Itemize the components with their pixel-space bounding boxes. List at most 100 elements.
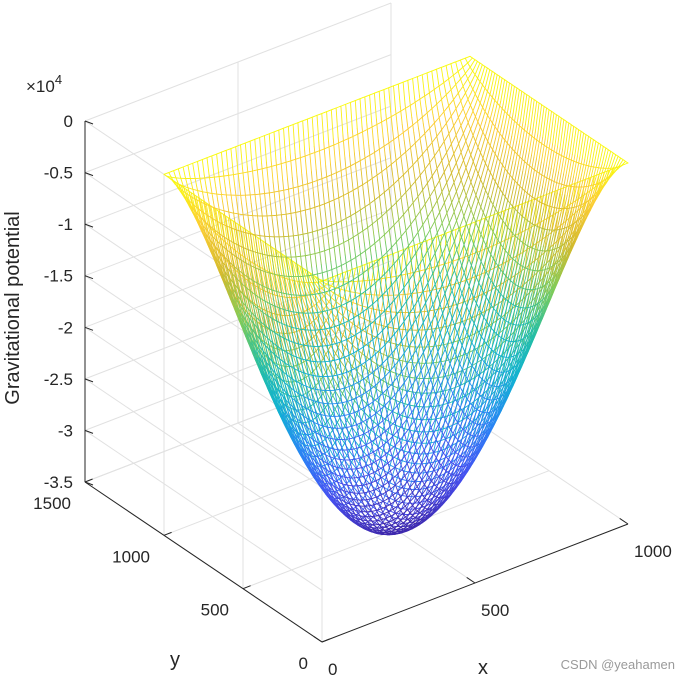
mesh-segment	[411, 377, 417, 379]
mesh-segment	[465, 212, 471, 225]
mesh-segment	[568, 154, 573, 177]
mesh-segment	[445, 440, 449, 445]
mesh-segment	[444, 173, 448, 184]
mesh-segment	[497, 386, 501, 396]
mesh-segment	[431, 299, 435, 309]
mesh-segment	[499, 346, 505, 360]
mesh-segment	[525, 300, 529, 313]
mesh-segment	[484, 366, 490, 379]
mesh-segment	[568, 233, 574, 247]
mesh-segment	[565, 195, 571, 214]
mesh-segment	[544, 298, 550, 310]
mesh-segment	[510, 320, 515, 335]
mesh-segment	[551, 244, 557, 261]
mesh-segment	[499, 371, 505, 384]
mesh-segment	[490, 383, 496, 395]
mesh-segment	[520, 292, 525, 308]
mesh-segment	[528, 305, 534, 320]
mesh-segment	[435, 391, 441, 393]
mesh-segment	[517, 344, 522, 357]
mesh-segment	[511, 163, 516, 184]
mesh-segment	[506, 251, 509, 255]
mesh-segment	[425, 206, 429, 218]
mesh-segment	[600, 164, 605, 178]
mesh-segment	[623, 162, 629, 165]
mesh-segment	[587, 161, 593, 180]
mesh-segment	[569, 125, 575, 154]
mesh-segment	[579, 132, 585, 159]
mesh-segment	[491, 181, 496, 197]
mesh-segment	[599, 145, 604, 165]
mesh-segment	[478, 402, 484, 415]
mesh-segment	[489, 157, 495, 174]
mesh-segment	[492, 150, 496, 155]
mesh-segment	[496, 156, 500, 161]
mesh-segment	[475, 401, 479, 413]
mesh-segment	[544, 109, 550, 140]
mesh-segment	[501, 210, 505, 238]
mesh-segment	[582, 160, 588, 180]
mesh-segment	[596, 144, 602, 164]
mesh-segment	[484, 319, 488, 324]
mesh-segment	[524, 277, 529, 294]
mesh-segment	[531, 334, 535, 339]
mesh-segment	[530, 181, 536, 203]
mesh-segment	[516, 359, 522, 371]
mesh-segment	[496, 358, 501, 372]
mesh-segment	[490, 265, 496, 281]
mesh-segment	[505, 359, 511, 373]
mesh-segment	[414, 329, 418, 345]
mesh-segment	[500, 162, 504, 167]
mesh-segment	[557, 228, 563, 245]
mesh-segment	[500, 239, 506, 256]
mesh-segment	[491, 214, 495, 242]
mesh-segment	[487, 301, 493, 316]
mesh-segment	[426, 147, 430, 161]
mesh-segment	[507, 347, 513, 361]
mesh-segment	[422, 149, 427, 155]
mesh-segment	[498, 404, 502, 408]
mesh-segment	[531, 204, 537, 225]
mesh-segment	[502, 371, 507, 384]
mesh-segment	[465, 333, 469, 348]
mesh-segment	[571, 127, 577, 156]
mesh-segment	[532, 284, 536, 297]
mesh-segment	[480, 205, 486, 220]
mesh-segment	[506, 170, 510, 175]
mesh-segment	[501, 270, 505, 274]
mesh-segment	[456, 220, 460, 228]
mesh-segment	[495, 75, 501, 97]
mesh-segment	[522, 94, 528, 123]
mesh-segment	[424, 163, 430, 170]
mesh-segment	[392, 411, 398, 414]
mesh-segment	[490, 146, 494, 152]
y-tick-mark	[84, 478, 93, 483]
mesh-segment	[454, 213, 458, 222]
mesh-segment	[482, 132, 486, 138]
mesh-segment	[498, 148, 504, 167]
mesh-segment	[449, 139, 453, 149]
mesh-segment	[486, 426, 492, 436]
mesh-segment	[425, 334, 429, 344]
mesh-segment	[519, 342, 525, 355]
mesh-segment	[443, 134, 449, 142]
mesh-segment	[476, 283, 480, 302]
mesh-segment	[498, 382, 504, 395]
mesh-segment	[397, 500, 402, 503]
mesh-segment	[568, 210, 574, 227]
mesh-segment	[526, 127, 531, 152]
mesh-segment	[485, 189, 489, 195]
mesh-segment	[514, 337, 518, 349]
mesh-segment	[422, 290, 426, 302]
mesh-segment	[394, 507, 398, 513]
mesh-segment	[585, 191, 590, 206]
mesh-segment	[571, 209, 577, 226]
mesh-segment	[511, 270, 517, 288]
mesh-segment	[456, 253, 460, 275]
z-tick-mark	[84, 120, 94, 125]
mesh-segment	[433, 405, 438, 407]
mesh-segment	[503, 359, 509, 373]
mesh-segment	[493, 402, 498, 414]
side-wall-gridline-z	[84, 223, 323, 385]
mesh-segment	[431, 142, 435, 154]
